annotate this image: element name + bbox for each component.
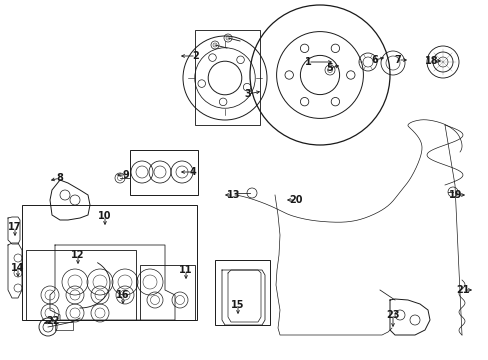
Bar [26,250,136,320]
Text: 17: 17 [8,222,21,232]
Bar [130,150,198,195]
Text: 2: 2 [192,51,199,61]
Text: 11: 11 [179,265,192,275]
Text: 20: 20 [289,195,302,205]
Text: 12: 12 [71,250,84,260]
Text: 7: 7 [394,55,401,65]
Bar [22,205,197,320]
Text: 6: 6 [371,55,378,65]
Bar [55,322,73,330]
Text: 14: 14 [11,263,25,273]
Text: 16: 16 [116,290,129,300]
Text: 1: 1 [304,57,311,67]
Text: 15: 15 [231,300,244,310]
Bar [195,30,260,125]
Text: 19: 19 [448,190,462,200]
Bar [215,260,269,325]
Text: 22: 22 [46,316,60,326]
Text: 3: 3 [244,89,251,99]
Text: 23: 23 [386,310,399,320]
Bar [140,265,195,320]
Text: 9: 9 [122,170,129,180]
Text: 5: 5 [326,63,333,73]
Text: 8: 8 [57,173,63,183]
Text: 18: 18 [425,56,438,66]
Text: 21: 21 [455,285,469,295]
Text: 10: 10 [98,211,112,221]
Text: 13: 13 [227,190,240,200]
Text: 4: 4 [189,167,196,177]
